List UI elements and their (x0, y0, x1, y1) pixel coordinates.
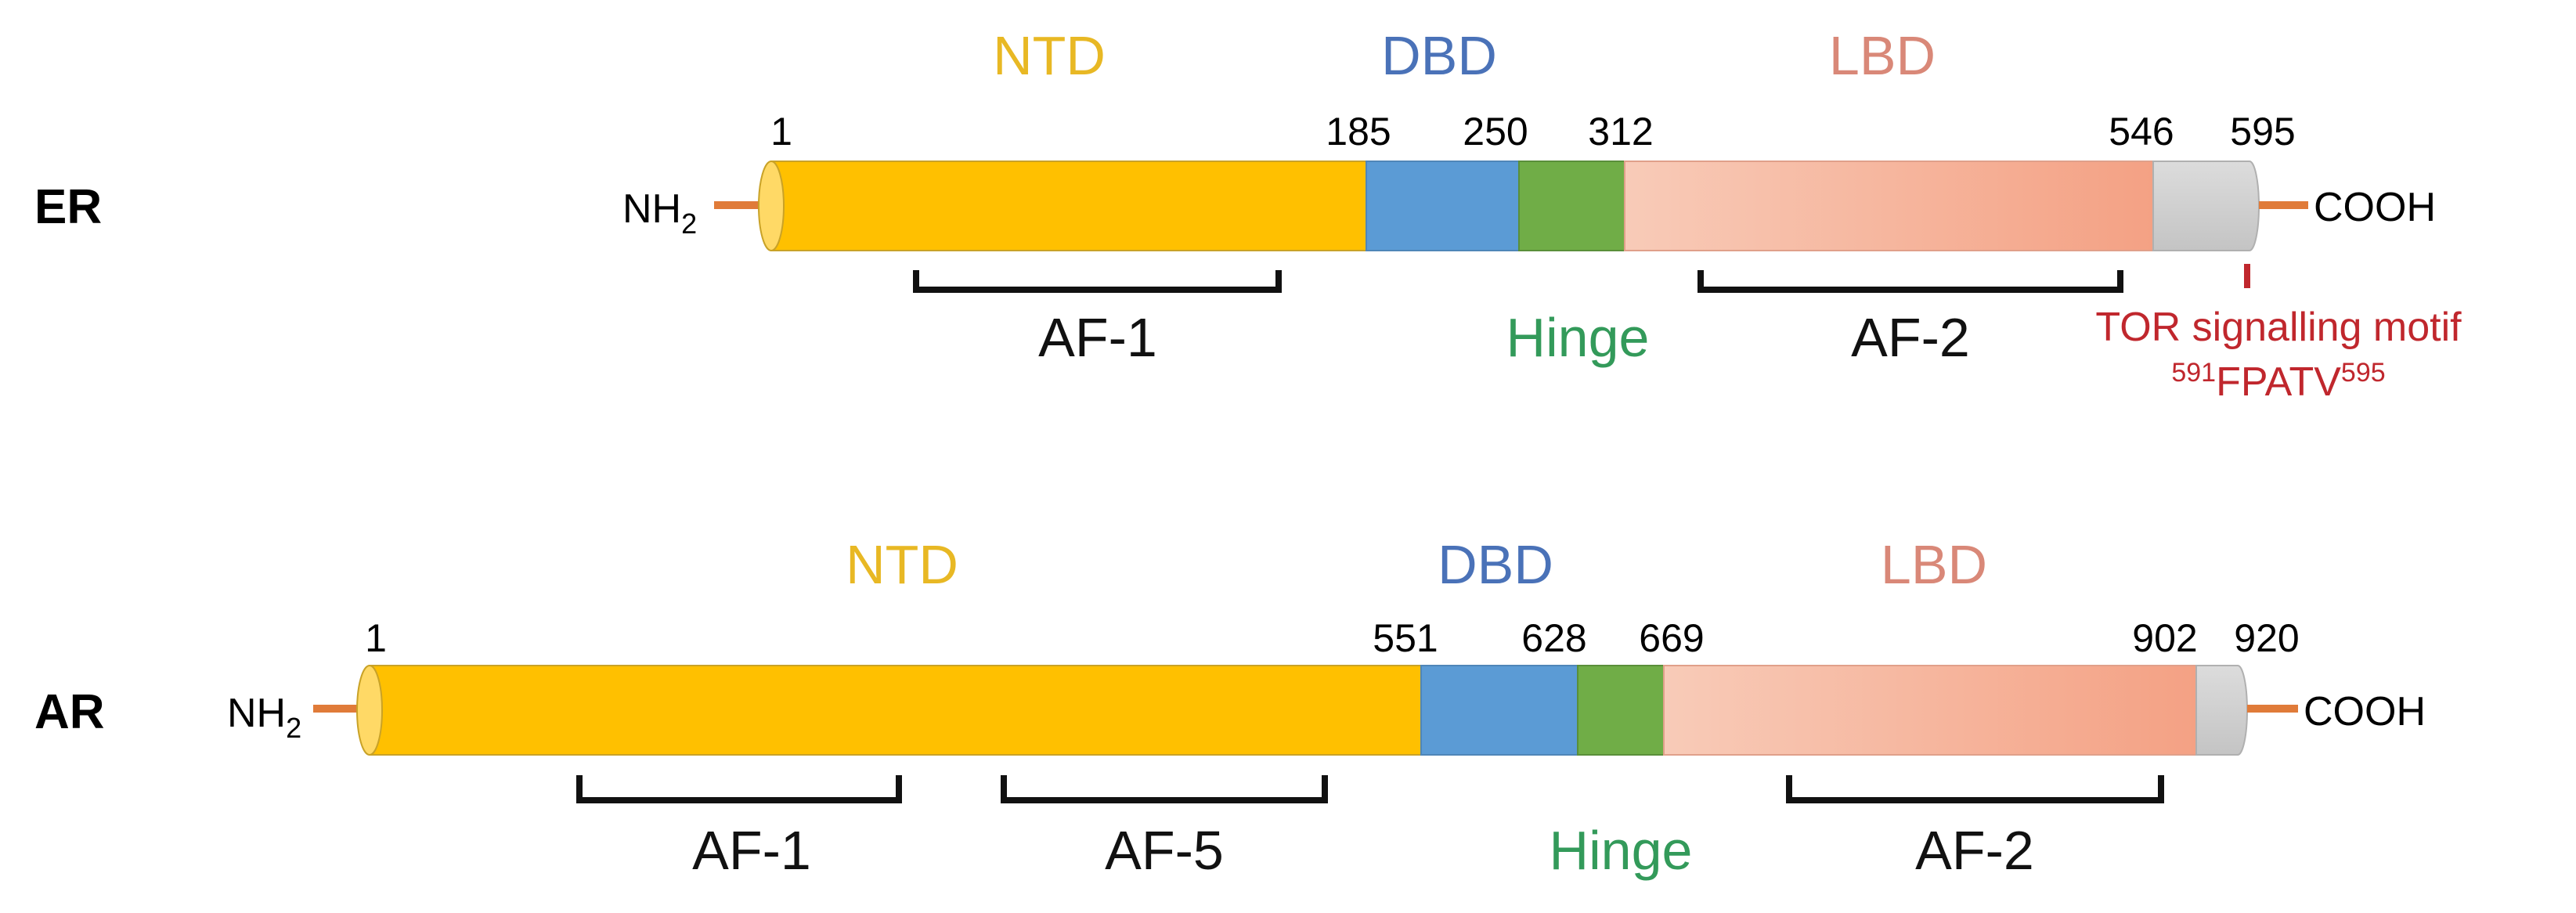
er-position-1: 1 (770, 110, 792, 153)
er-position-312: 312 (1588, 110, 1653, 153)
ar-position-920: 920 (2234, 616, 2299, 660)
er-dbd-label: DBD (1381, 25, 1497, 86)
ar-position-669: 669 (1639, 616, 1704, 660)
ar-af1-label: AF-1 (692, 820, 811, 881)
er-tor-label: TOR signalling motif (2095, 305, 2462, 350)
ar-ntd-segment (369, 665, 1422, 756)
ar-af5-bracket (1001, 775, 1328, 803)
er-n-terminus-label: NH2 (622, 186, 697, 240)
ar-tail-segment (2195, 665, 2248, 756)
er-ntd-label: NTD (993, 25, 1106, 86)
ar-hinge-segment (1577, 665, 1665, 756)
er-motif-sequence: 591FPATV595 (2171, 358, 2385, 405)
er-hinge-label: Hinge (1506, 307, 1650, 368)
er-hinge-segment (1518, 161, 1625, 251)
er-c-terminus-label: COOH (2314, 185, 2436, 230)
ar-ntd-label: NTD (846, 534, 958, 595)
er-position-546: 546 (2109, 110, 2174, 153)
ar-af2-label: AF-2 (1915, 820, 2034, 881)
ar-position-1: 1 (365, 616, 387, 660)
ar-diagram: AR NTD DBD LBD 1 551 628 669 902 920 NH2… (34, 534, 2426, 881)
ar-dbd-label: DBD (1438, 534, 1553, 595)
ar-row-label: AR (34, 685, 105, 739)
ar-n-terminus-label: NH2 (227, 691, 301, 744)
er-af1-bracket (913, 270, 1282, 293)
ar-af2-bracket (1786, 775, 2164, 803)
ar-c-terminus-label: COOH (2304, 689, 2426, 734)
er-lbd-segment (1624, 161, 2154, 251)
er-af1-label: AF-1 (1038, 307, 1157, 368)
er-position-185: 185 (1326, 110, 1391, 153)
er-dbd-segment (1366, 161, 1520, 251)
er-ntd-segment (770, 161, 1367, 251)
ar-position-628: 628 (1521, 616, 1586, 660)
er-position-250: 250 (1463, 110, 1528, 153)
ar-hinge-label: Hinge (1550, 820, 1693, 881)
ar-dbd-segment (1420, 665, 1578, 756)
er-af2-label: AF-2 (1851, 307, 1970, 368)
er-position-595: 595 (2230, 110, 2295, 153)
ar-lbd-segment (1663, 665, 2197, 756)
er-lbd-label: LBD (1829, 25, 1936, 86)
ar-n-cap (356, 665, 383, 756)
ar-af5-label: AF-5 (1105, 820, 1224, 881)
er-diagram: ER NTD DBD LBD 1 185 250 312 546 595 NH2… (34, 25, 2462, 405)
ar-af1-bracket (576, 775, 902, 803)
er-tail-segment (2152, 161, 2260, 251)
er-row-label: ER (34, 180, 102, 234)
ar-position-551: 551 (1373, 616, 1438, 660)
ar-lbd-label: LBD (1881, 534, 1987, 595)
ar-position-902: 902 (2132, 616, 2197, 660)
er-af2-bracket (1697, 270, 2123, 293)
er-n-cap (758, 161, 785, 251)
